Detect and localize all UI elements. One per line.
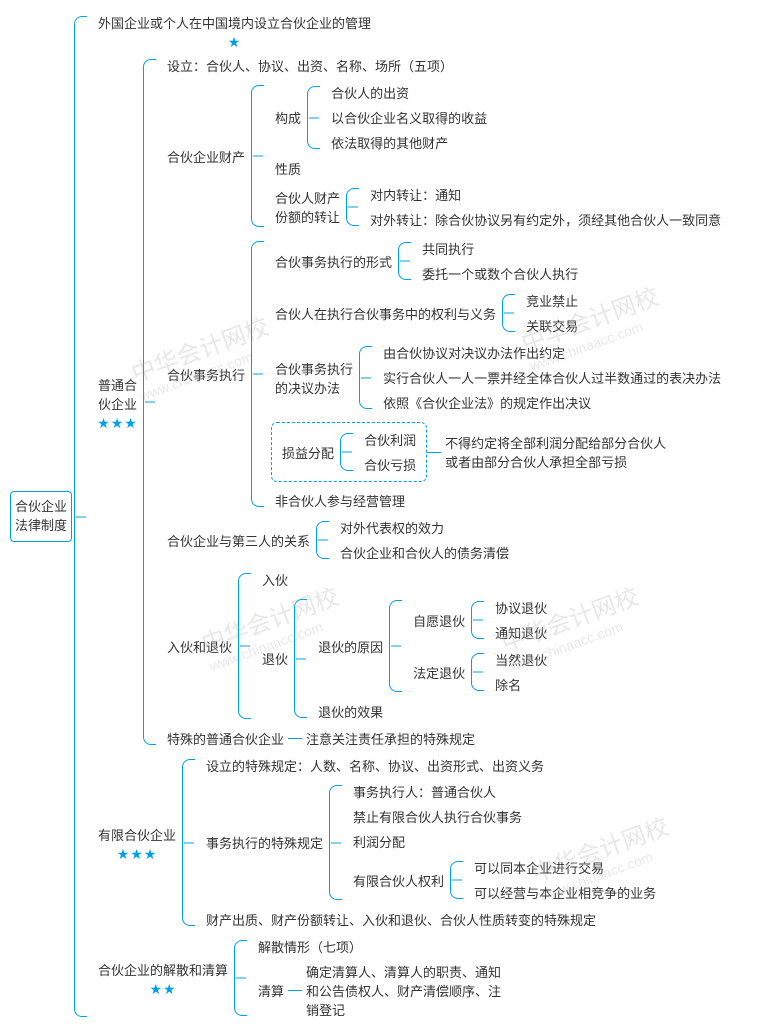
exec-rights-item: 竞业禁止 [522, 289, 582, 312]
statutory-label: 法定退伙 [409, 661, 469, 684]
limited-title: 有限合伙企业 [94, 823, 180, 846]
general-stars: ★★★ [97, 415, 138, 432]
exec-rights-item: 关联交易 [522, 314, 582, 337]
third-item: 对外代表权的效力 [336, 516, 448, 539]
limited-exec-label: 事务执行的特殊规定 [202, 831, 327, 854]
node-general: 普通合伙企业 ★★★ 设立：合伙人、协议、出资、名称、场所（五项） 合伙企业财产… [94, 53, 725, 751]
exit-label: 退伙 [258, 647, 292, 670]
third-item: 合伙企业和合伙人的债务清偿 [336, 541, 513, 564]
property-label: 合伙企业财产 [163, 145, 249, 168]
node-joinexit: 入伙和退伙 入伙 退伙 退伙的原因 [163, 567, 725, 725]
nonpartner: 非合伙人参与经营管理 [271, 489, 409, 512]
voluntary-item: 协议退伙 [491, 596, 551, 619]
dissolve-title: 合伙企业的解散和清算 [94, 958, 232, 981]
joinexit-label: 入伙和退伙 [163, 635, 236, 658]
exit-effect: 退伙的效果 [314, 700, 387, 723]
node-property: 合伙企业财产 构成 合伙人的出资 以合伙企业名义取得的收益 依法取得的其他财产 [163, 79, 725, 233]
exec-res-item: 依照《合伙企业法》的规定作出决议 [379, 391, 595, 414]
exit-reason-label: 退伙的原因 [314, 635, 387, 658]
dissolve-stars: ★★ [149, 981, 176, 998]
profit-item: 合伙利润 [360, 428, 420, 451]
profit-label: 损益分配 [278, 441, 338, 464]
limited-exec-item: 禁止有限合伙人执行合伙事务 [349, 805, 526, 828]
node-special-general: 特殊的普通合伙企业 注意关注责任承担的特殊规定 [163, 727, 725, 750]
limited-exec-item: 利润分配 [349, 830, 409, 853]
limited-rights-item: 可以经营与本企业相竞争的业务 [470, 881, 660, 904]
statutory-item: 除名 [491, 673, 525, 696]
dissolve-situation: 解散情形（七项） [254, 935, 366, 958]
composition-item: 合伙人的出资 [327, 81, 413, 104]
liquidation-label: 清算 [254, 979, 288, 1002]
third-label: 合伙企业与第三人的关系 [163, 529, 314, 552]
profit-item: 合伙亏损 [360, 453, 420, 476]
limited-establish: 设立的特殊规定：人数、名称、协议、出资形式、出资义务 [202, 754, 548, 777]
exec-form-label: 合伙事务执行的形式 [271, 250, 396, 273]
execution-label: 合伙事务执行 [163, 363, 249, 386]
exec-res-item: 由合伙协议对决议办法作出约定 [379, 341, 569, 364]
exec-form-item: 共同执行 [418, 237, 478, 260]
root-label: 合伙企业法律制度 [10, 491, 72, 541]
special-note: 注意关注责任承担的特殊规定 [302, 727, 479, 750]
nature-label: 性质 [271, 157, 305, 180]
exec-res-label: 合伙事务执行的决议办法 [271, 357, 357, 399]
composition-item: 以合伙企业名义取得的收益 [327, 106, 491, 129]
node-limited: 有限合伙企业 ★★★ 设立的特殊规定：人数、名称、协议、出资形式、出资义务 事务… [94, 753, 725, 932]
composition-item: 依法取得的其他财产 [327, 131, 452, 154]
voluntary-label: 自愿退伙 [409, 609, 469, 632]
general-establish: 设立：合伙人、协议、出资、名称、场所（五项） [163, 54, 457, 77]
voluntary-item: 通知退伙 [491, 621, 551, 644]
node-third: 合伙企业与第三人的关系 对外代表权的效力 合伙企业和合伙人的债务清偿 [163, 515, 725, 565]
transfer-external: 对外转让：除合伙协议另有约定外，须经其他合伙人一致同意 [366, 208, 725, 231]
liquidation-note: 确定清算人、清算人的职责、通知和公告债权人、财产清偿顺序、注销登记 [302, 960, 505, 1021]
transfer-label: 合伙人财产份额的转让 [271, 186, 344, 228]
general-title: 普通合伙企业 [94, 373, 141, 415]
join-label: 入伙 [258, 568, 292, 591]
exec-rights-label: 合伙人在执行合伙事务中的权利与义务 [271, 302, 500, 325]
profit-box: 损益分配 合伙利润 合伙亏损 [271, 422, 427, 482]
exec-res-item: 实行合伙人一人一票并经全体合伙人过半数通过的表决办法 [379, 366, 725, 389]
node-dissolve: 合伙企业的解散和清算 ★★ 解散情形（七项） 清算 确定清算人、清算人的职责、通… [94, 934, 725, 1022]
exec-form-item: 委托一个或数个合伙人执行 [418, 262, 582, 285]
foreign-title: 外国企业或个人在中国境内设立合伙企业的管理 [94, 11, 375, 34]
statutory-item: 当然退伙 [491, 648, 551, 671]
limited-stars: ★★★ [117, 846, 158, 863]
composition-label: 构成 [271, 106, 305, 129]
mindmap-root: 合伙企业法律制度 外国企业或个人在中国境内设立合伙企业的管理 ★ 普通合伙企业 … [10, 10, 749, 1023]
node-execution: 合伙事务执行 合伙事务执行的形式 共同执行 委托一个或数个合伙人执行 [163, 235, 725, 513]
limited-exec-item: 事务执行人：普通合伙人 [349, 780, 500, 803]
special-label: 特殊的普通合伙企业 [163, 727, 288, 750]
transfer-internal: 对内转让：通知 [366, 183, 465, 206]
limited-rights-label: 有限合伙人权利 [349, 869, 448, 892]
limited-property: 财产出质、财产份额转让、入伙和退伙、合伙人性质转变的特殊规定 [202, 908, 600, 931]
profit-note: 不得约定将全部利润分配给部分合伙人或者由部分合伙人承担全部亏损 [441, 431, 670, 473]
node-foreign: 外国企业或个人在中国境内设立合伙企业的管理 ★ [94, 11, 725, 51]
limited-rights-item: 可以同本企业进行交易 [470, 856, 608, 879]
foreign-stars: ★ [228, 34, 242, 51]
